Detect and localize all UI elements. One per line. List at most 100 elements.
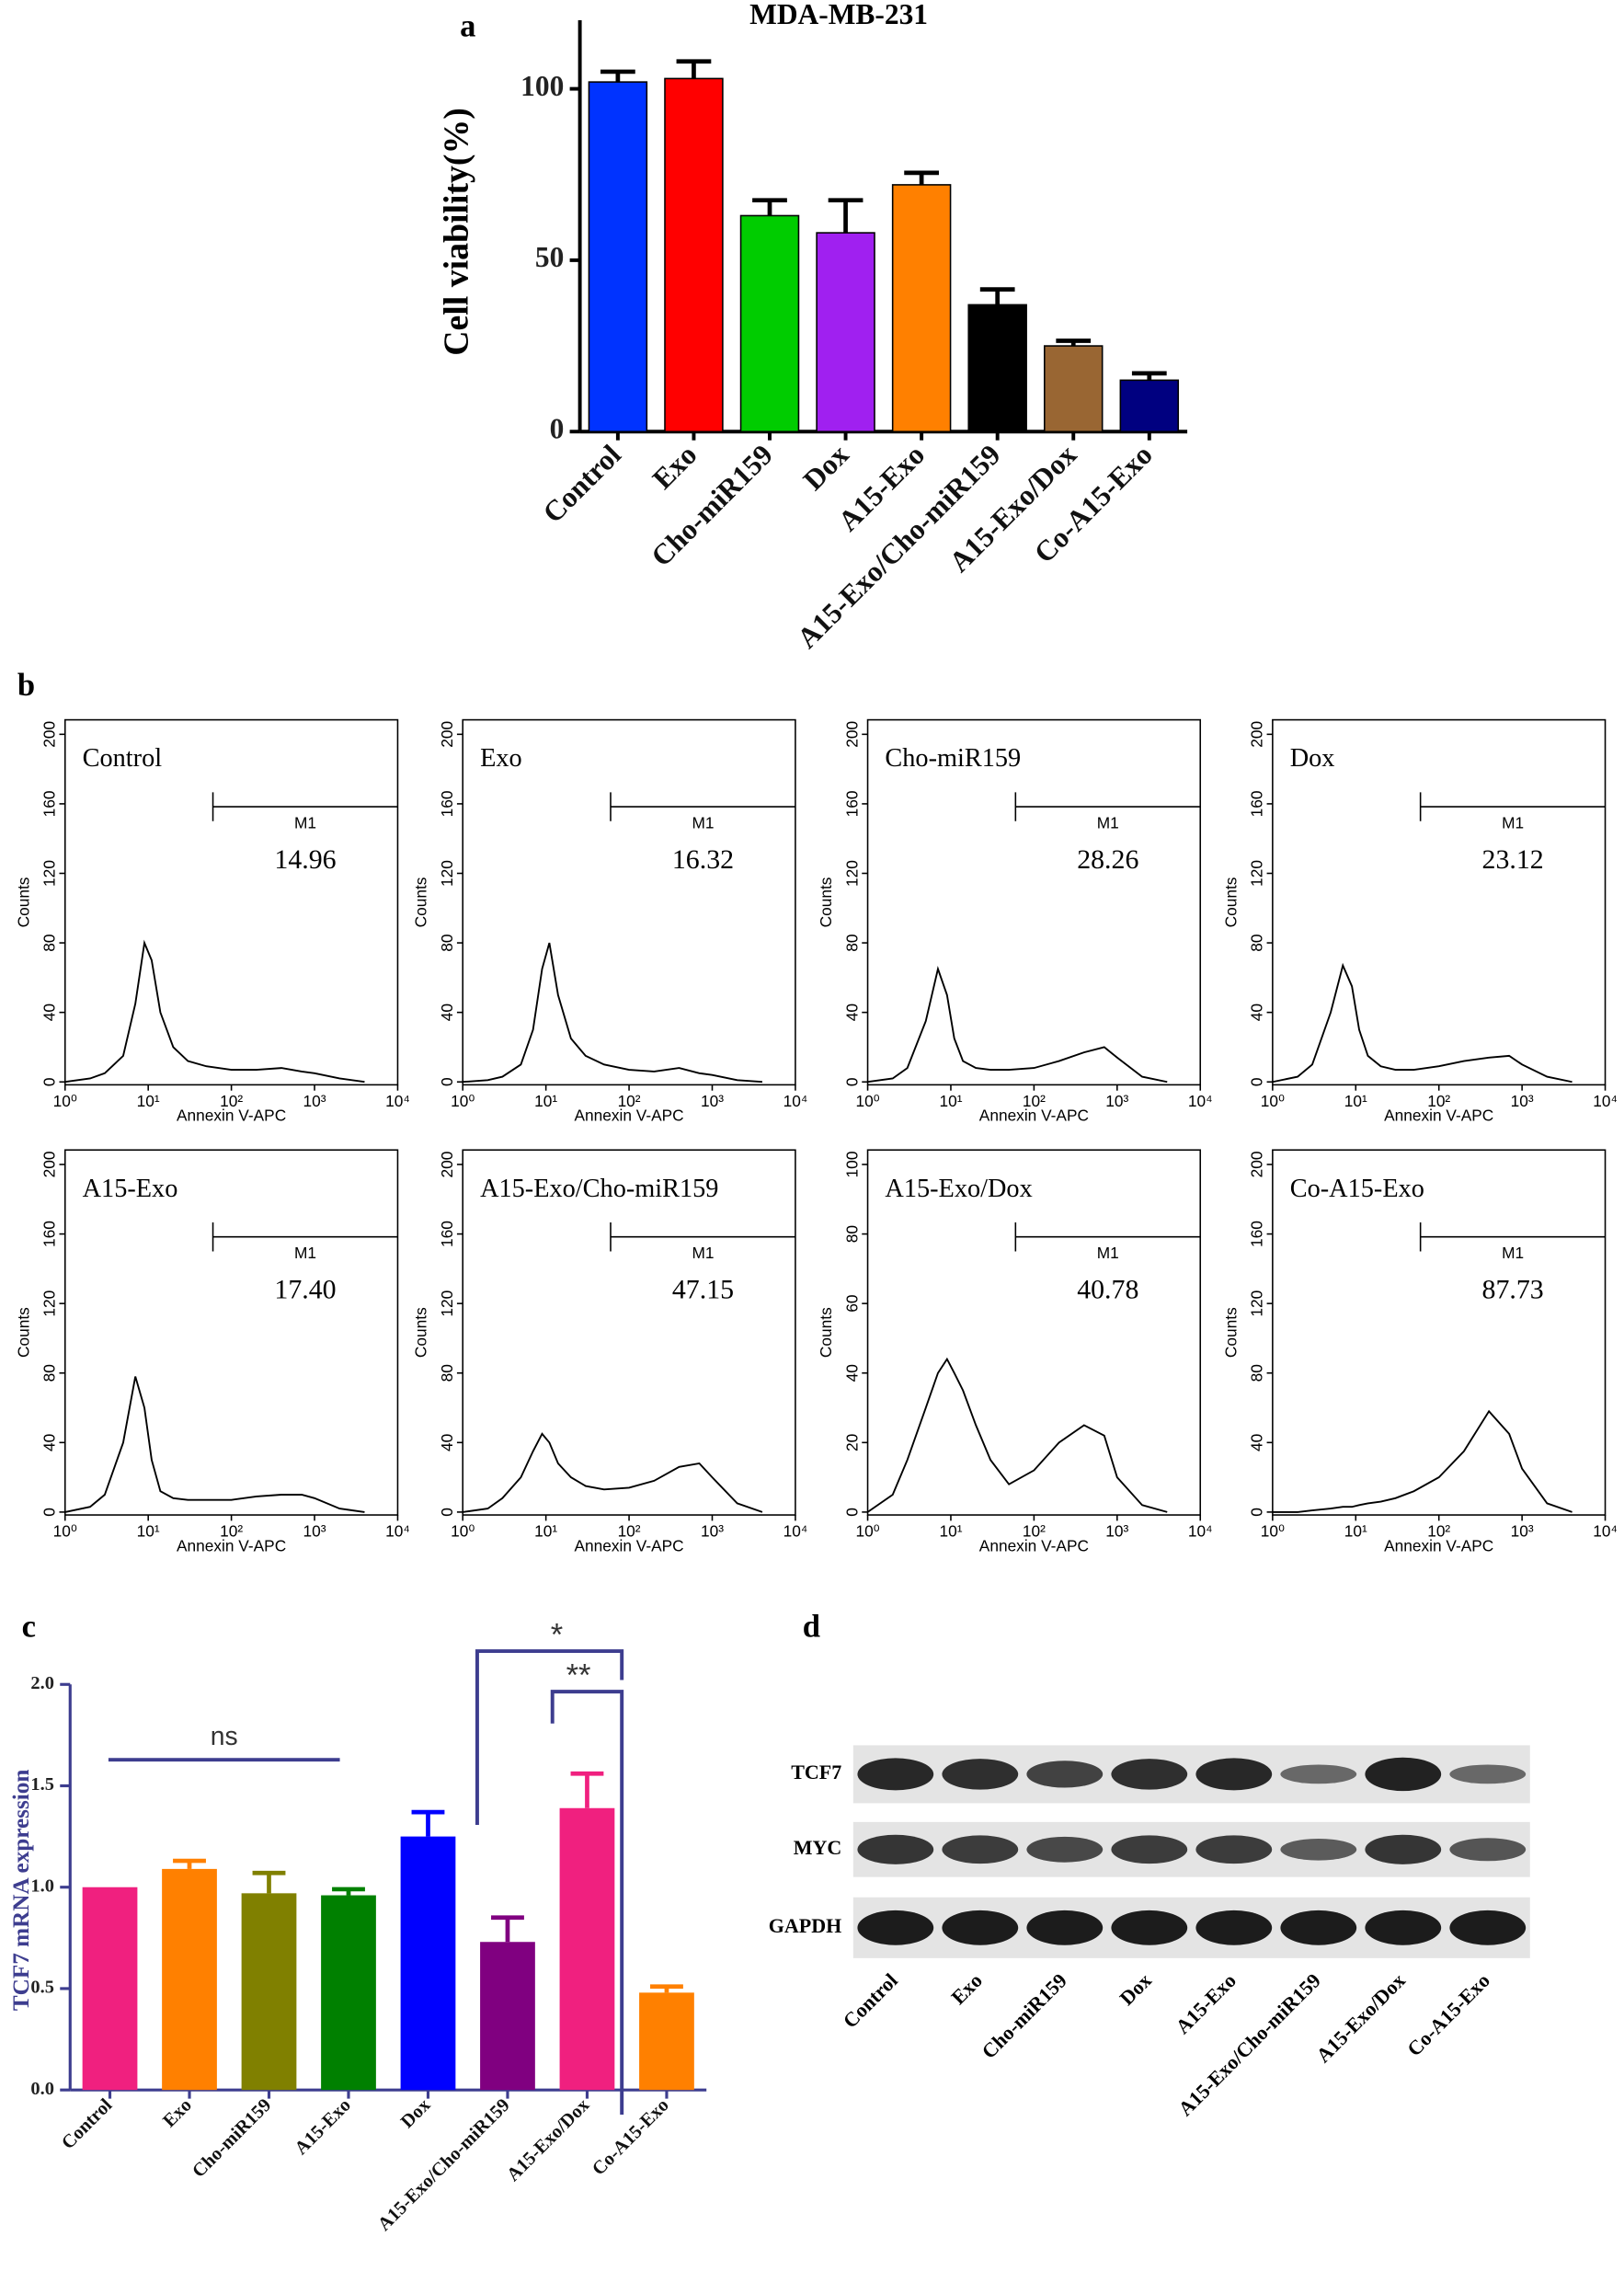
- y-tick-label: 0: [1248, 1077, 1266, 1086]
- panel-label: a: [460, 8, 475, 43]
- bar: [480, 1942, 535, 2091]
- y-axis-label: Counts: [14, 1307, 32, 1358]
- y-tick-label: 100: [520, 70, 564, 102]
- x-tick-label: 10³: [701, 1092, 724, 1110]
- x-tick-label: 10²: [618, 1092, 641, 1110]
- gate-value: 40.78: [1077, 1274, 1138, 1304]
- annotation: **: [566, 1658, 591, 1693]
- gate-label: M1: [294, 1244, 316, 1262]
- gate-value: 23.12: [1482, 844, 1544, 875]
- bar: [1044, 345, 1104, 433]
- error-bar: [570, 1771, 604, 1808]
- x-tick-label: 10¹: [1344, 1092, 1367, 1110]
- y-tick-label: 2.0: [30, 1673, 54, 1693]
- y-tick-label: 40: [438, 1434, 456, 1451]
- band: [942, 1759, 1019, 1790]
- x-tick-label: 10²: [1427, 1522, 1450, 1541]
- error-bar: [411, 1809, 445, 1837]
- bar: [588, 81, 648, 433]
- x-tick-label: 10¹: [137, 1522, 160, 1541]
- x-axis-label: Annexin V-APC: [574, 1536, 683, 1554]
- x-tick-label: Control: [536, 438, 627, 529]
- band: [1365, 1910, 1442, 1945]
- y-tick-label: 40: [842, 1004, 861, 1021]
- x-tick-label: A15-Exo: [292, 2095, 355, 2159]
- y-tick-label: 80: [1248, 934, 1266, 951]
- panel-label: d: [803, 1609, 820, 1644]
- y-tick-label: 0.5: [30, 1978, 54, 1998]
- annotation: ns: [211, 1722, 238, 1751]
- band: [1365, 1757, 1442, 1792]
- gate-value: 17.40: [274, 1274, 336, 1304]
- bar: [639, 1992, 694, 2091]
- error-bar: [332, 1887, 365, 1896]
- sample-label: Control: [83, 744, 163, 773]
- histogram-line: [867, 966, 1168, 1084]
- x-tick-label: 10¹: [137, 1092, 160, 1110]
- band: [1026, 1836, 1104, 1863]
- x-tick-label: 10⁰: [1261, 1092, 1285, 1110]
- bracket: [475, 1649, 624, 1826]
- band: [1195, 1910, 1273, 1945]
- x-tick-label: Dox: [1115, 1968, 1155, 2010]
- y-tick-label: 160: [438, 1221, 456, 1247]
- y-axis-label: TCF7 mRNA expression: [9, 1770, 34, 2011]
- y-tick-label: 40: [1248, 1004, 1266, 1021]
- gate-value: 28.26: [1077, 844, 1138, 875]
- y-tick-label: 0: [1248, 1508, 1266, 1517]
- band: [1195, 1835, 1273, 1864]
- band: [1280, 1910, 1357, 1945]
- y-tick-label: 80: [438, 1364, 456, 1382]
- x-tick-label: 10²: [618, 1522, 641, 1541]
- y-tick-label: 0: [40, 1508, 59, 1517]
- x-tick-label: Control: [58, 2094, 117, 2153]
- plot-frame: [866, 1149, 1202, 1516]
- bar: [816, 232, 875, 433]
- band: [1195, 1758, 1273, 1791]
- y-tick-label: 0: [842, 1508, 861, 1517]
- x-tick-label: 10¹: [939, 1522, 962, 1541]
- error-bar: [252, 1870, 286, 1894]
- band: [942, 1835, 1019, 1864]
- y-tick-label: 120: [40, 860, 59, 887]
- y-axis-label: Counts: [412, 877, 430, 927]
- y-tick-label: 120: [438, 860, 456, 887]
- gate-label: M1: [692, 814, 714, 832]
- histogram-line: [64, 939, 365, 1084]
- x-axis-label: Annexin V-APC: [574, 1107, 683, 1125]
- plot-frame: [1272, 718, 1607, 1086]
- y-tick-label: 80: [438, 934, 456, 951]
- band: [1449, 1838, 1527, 1862]
- band: [1449, 1910, 1527, 1945]
- band: [857, 1758, 934, 1791]
- y-tick-label: 160: [438, 790, 456, 817]
- gate-value: 87.73: [1482, 1274, 1544, 1304]
- bar: [1119, 379, 1180, 433]
- y-tick-label: 160: [842, 790, 861, 817]
- y-axis-label: Cell viability(%): [438, 108, 476, 356]
- bar: [162, 1868, 217, 2091]
- bar: [321, 1895, 376, 2091]
- y-tick-label: 200: [40, 721, 59, 748]
- y-tick-label: 40: [1248, 1434, 1266, 1451]
- error-bar: [979, 287, 1015, 305]
- x-tick-label: 10⁰: [451, 1522, 475, 1541]
- error-bar: [650, 1984, 683, 1993]
- x-tick-label: 10³: [1105, 1522, 1128, 1541]
- x-tick-label: Dox: [797, 438, 855, 496]
- band: [857, 1910, 934, 1945]
- sample-label: A15-Exo/Cho-miR159: [480, 1175, 718, 1203]
- x-tick-label: 10²: [1427, 1092, 1450, 1110]
- y-tick-label: 200: [438, 721, 456, 748]
- y-tick-label: 0.0: [30, 2079, 54, 2099]
- plot-frame: [866, 718, 1202, 1086]
- histogram-line: [1272, 962, 1573, 1084]
- x-axis-label: Annexin V-APC: [979, 1536, 1089, 1554]
- y-tick-label: 120: [1248, 1290, 1266, 1317]
- y-tick-label: 80: [1248, 1364, 1266, 1382]
- x-tick-label: 10⁰: [451, 1092, 475, 1110]
- plot-frame: [63, 718, 399, 1086]
- x-tick-label: 10³: [303, 1092, 326, 1110]
- bar: [967, 304, 1027, 433]
